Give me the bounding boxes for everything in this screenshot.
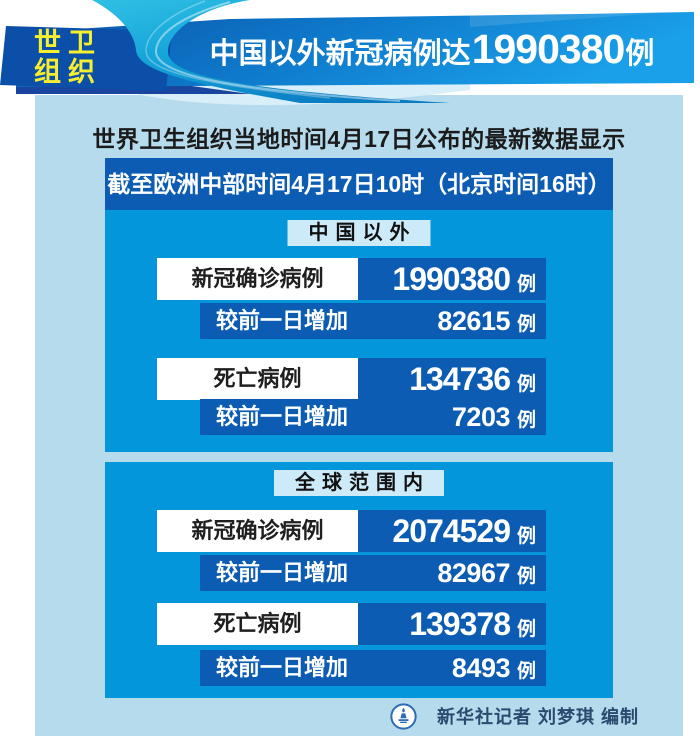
section-tag-outside-china: 中国以外 bbox=[287, 220, 431, 246]
page-title: 中国以外新冠病例达 1990380 例 bbox=[172, 16, 692, 82]
title-suffix: 例 bbox=[625, 38, 655, 70]
delta-unit: 例 bbox=[516, 566, 536, 587]
stat-number: 139378 bbox=[409, 606, 511, 642]
delta-row-confirmed-increase: 较前一日增加 82615 例 bbox=[200, 303, 546, 339]
delta-unit: 例 bbox=[516, 314, 536, 335]
xinhua-emblem-icon bbox=[390, 702, 417, 730]
stat-value: 1990380 例 bbox=[358, 258, 546, 300]
stat-row-deaths: 死亡病例 134736 例 bbox=[157, 358, 546, 400]
panel-global: 全球范围内 新冠确诊病例 2074529 例 较前一日增加 82967 例 死亡病例… bbox=[105, 462, 613, 698]
stat-number: 134736 bbox=[409, 361, 511, 397]
who-badge-line2: 组织 bbox=[34, 57, 102, 87]
delta-label: 较前一日增加 bbox=[216, 655, 349, 680]
delta-row-deaths-increase: 较前一日增加 7203 例 bbox=[200, 399, 546, 435]
delta-number: 8493 bbox=[451, 653, 511, 683]
stat-row-confirmed: 新冠确诊病例 2074529 例 bbox=[157, 510, 546, 552]
panel-outside-china: 中国以外 新冠确诊病例 1990380 例 较前一日增加 82615 例 死亡病例 … bbox=[105, 210, 613, 452]
stat-label: 新冠确诊病例 bbox=[157, 510, 358, 552]
stat-row-deaths: 死亡病例 139378 例 bbox=[157, 603, 546, 645]
title-prefix: 中国以外新冠病例达 bbox=[209, 38, 471, 70]
subtitle: 世界卫生组织当地时间4月17日公布的最新数据显示 bbox=[92, 126, 626, 152]
stat-number: 2074529 bbox=[392, 513, 511, 549]
footer-credit: 新华社记者 刘梦琪 编制 bbox=[0, 701, 683, 731]
stat-label: 新冠确诊病例 bbox=[157, 258, 358, 300]
delta-number: 7203 bbox=[451, 402, 511, 432]
delta-number: 82615 bbox=[437, 306, 510, 336]
delta-unit: 例 bbox=[516, 661, 536, 682]
who-badge: 世卫 组织 bbox=[34, 29, 164, 87]
stat-value: 139378 例 bbox=[358, 603, 546, 645]
delta-label: 较前一日增加 bbox=[216, 560, 349, 585]
time-bar: 截至欧洲中部时间4月17日10时（北京时间16时） bbox=[105, 158, 613, 210]
banner-highlight bbox=[470, 13, 660, 27]
stat-value: 2074529 例 bbox=[358, 510, 546, 552]
stat-label: 死亡病例 bbox=[157, 358, 358, 400]
delta-unit: 例 bbox=[516, 410, 536, 431]
stat-row-confirmed: 新冠确诊病例 1990380 例 bbox=[157, 258, 546, 300]
who-badge-line1: 世卫 bbox=[34, 28, 102, 58]
delta-row-confirmed-increase: 较前一日增加 82967 例 bbox=[200, 555, 546, 591]
badge-plate bbox=[0, 26, 172, 91]
delta-value: 82615 例 bbox=[437, 303, 536, 339]
title-number: 1990380 bbox=[471, 26, 626, 72]
credit-text: 新华社记者 刘梦琪 编制 bbox=[436, 707, 639, 727]
delta-label: 较前一日增加 bbox=[216, 404, 349, 429]
delta-value: 82967 例 bbox=[437, 555, 536, 591]
delta-label: 较前一日增加 bbox=[216, 308, 349, 333]
stat-unit: 例 bbox=[516, 374, 536, 395]
stat-unit: 例 bbox=[516, 619, 536, 640]
stat-value: 134736 例 bbox=[358, 358, 546, 400]
header-banner-art bbox=[0, 0, 694, 106]
delta-number: 82967 bbox=[437, 558, 510, 588]
stat-unit: 例 bbox=[516, 274, 536, 295]
stat-label: 死亡病例 bbox=[157, 603, 358, 645]
delta-value: 7203 例 bbox=[452, 399, 536, 435]
section-tag-global: 全球范围内 bbox=[274, 470, 444, 496]
title-banner bbox=[16, 12, 694, 87]
stat-unit: 例 bbox=[516, 526, 536, 547]
delta-value: 8493 例 bbox=[452, 650, 536, 686]
stat-number: 1990380 bbox=[392, 261, 511, 297]
ribbon-swoosh bbox=[92, 0, 450, 103]
delta-row-deaths-increase: 较前一日增加 8493 例 bbox=[200, 650, 546, 686]
